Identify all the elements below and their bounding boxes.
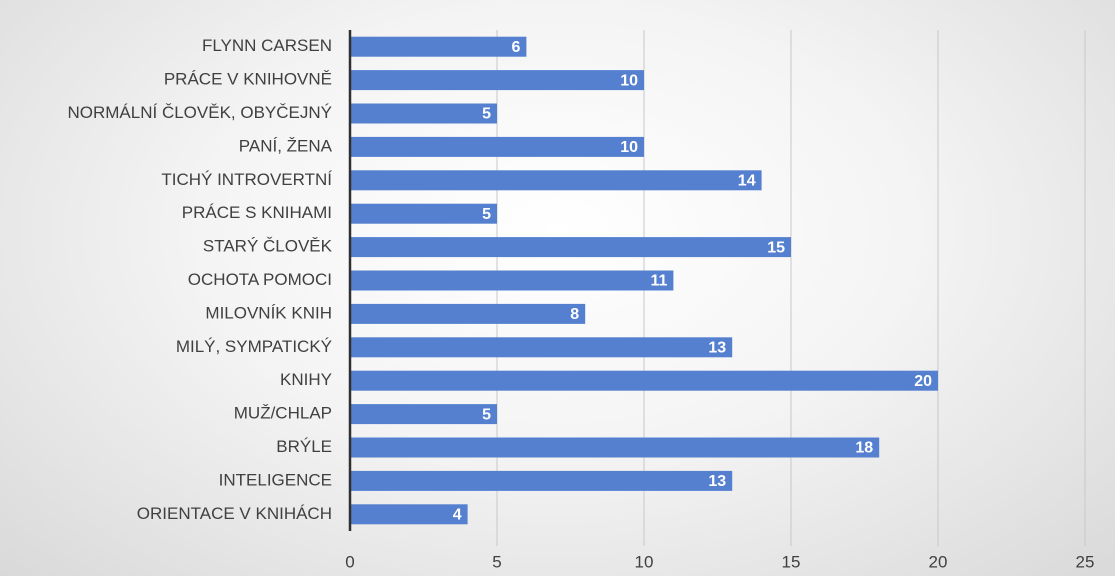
x-tick-label: 5 [492,552,501,571]
bar [350,370,938,391]
bar [350,404,497,425]
y-tick-label: MILÝ, SYMPATICKÝ [176,337,332,356]
value-label: 5 [482,406,491,423]
bar [350,203,497,224]
y-tick-label: BRÝLE [276,437,332,456]
y-tick-label: OCHOTA POMOCI [188,270,332,289]
bar [350,337,733,358]
value-label: 11 [650,273,667,290]
y-tick-label: STARÝ ČLOVĚK [203,237,333,256]
value-label: 5 [482,206,491,223]
value-label: 8 [570,306,579,323]
y-tick-label: TICHÝ INTROVERTNÍ [161,170,332,189]
y-tick-label: PANÍ, ŽENA [239,136,333,155]
y-tick-label: MUŽ/CHLAP [234,404,332,423]
value-label: 10 [620,72,638,89]
value-label: 10 [620,139,638,156]
y-tick-label: INTELIGENCE [219,470,332,489]
bar [350,504,468,525]
bar [350,170,762,191]
value-label: 20 [914,373,932,390]
bar [350,303,586,324]
value-label: 14 [738,173,756,190]
value-label: 13 [708,340,726,357]
value-label: 13 [708,473,726,490]
value-label: 5 [482,106,491,123]
y-tick-label: PRÁCE V KNIHOVNĚ [164,70,332,89]
bar [350,470,733,491]
bar [350,270,674,291]
y-tick-label: KNIHY [280,370,332,389]
x-tick-label: 10 [635,552,654,571]
y-tick-label: FLYNN CARSEN [202,36,332,55]
bar [350,103,497,124]
bar [350,70,644,91]
bar [350,36,527,57]
x-tick-label: 15 [782,552,801,571]
y-tick-label: MILOVNÍK KNIH [205,303,332,322]
value-label: 6 [511,39,520,56]
bar [350,437,880,458]
value-label: 4 [453,507,462,524]
value-label: 18 [855,440,873,457]
y-tick-label: ORIENTACE V KNIHÁCH [137,504,332,523]
bar [350,136,644,157]
value-label: 15 [767,239,785,256]
x-tick-label: 0 [345,552,354,571]
x-tick-label: 25 [1076,552,1095,571]
y-tick-label: NORMÁLNÍ ČLOVĚK, OBYČEJNÝ [67,103,332,122]
x-tick-label: 20 [929,552,948,571]
y-tick-label: PRÁCE S KNIHAMI [182,203,332,222]
bar [350,237,791,258]
